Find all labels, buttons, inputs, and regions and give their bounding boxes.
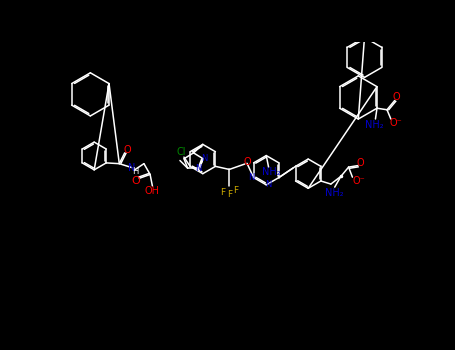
Text: O: O (392, 92, 400, 102)
Text: F: F (233, 186, 238, 195)
Text: O: O (356, 158, 364, 168)
Text: F: F (221, 188, 226, 197)
Text: N: N (248, 173, 254, 182)
Text: N: N (128, 163, 135, 173)
Text: O⁻: O⁻ (390, 118, 403, 128)
Text: Cl: Cl (177, 147, 187, 158)
Text: N: N (201, 154, 207, 163)
Text: NH₂: NH₂ (364, 120, 383, 130)
Text: NH₂: NH₂ (263, 167, 281, 177)
Text: N: N (265, 180, 272, 189)
Text: O: O (131, 176, 140, 186)
Text: O⁻: O⁻ (352, 176, 365, 186)
Text: O: O (244, 157, 252, 167)
Text: N: N (196, 164, 202, 173)
Text: OH: OH (145, 187, 160, 196)
Text: F: F (228, 190, 233, 198)
Text: O: O (123, 145, 131, 155)
Text: H: H (132, 167, 139, 176)
Text: NH₂: NH₂ (324, 188, 343, 197)
